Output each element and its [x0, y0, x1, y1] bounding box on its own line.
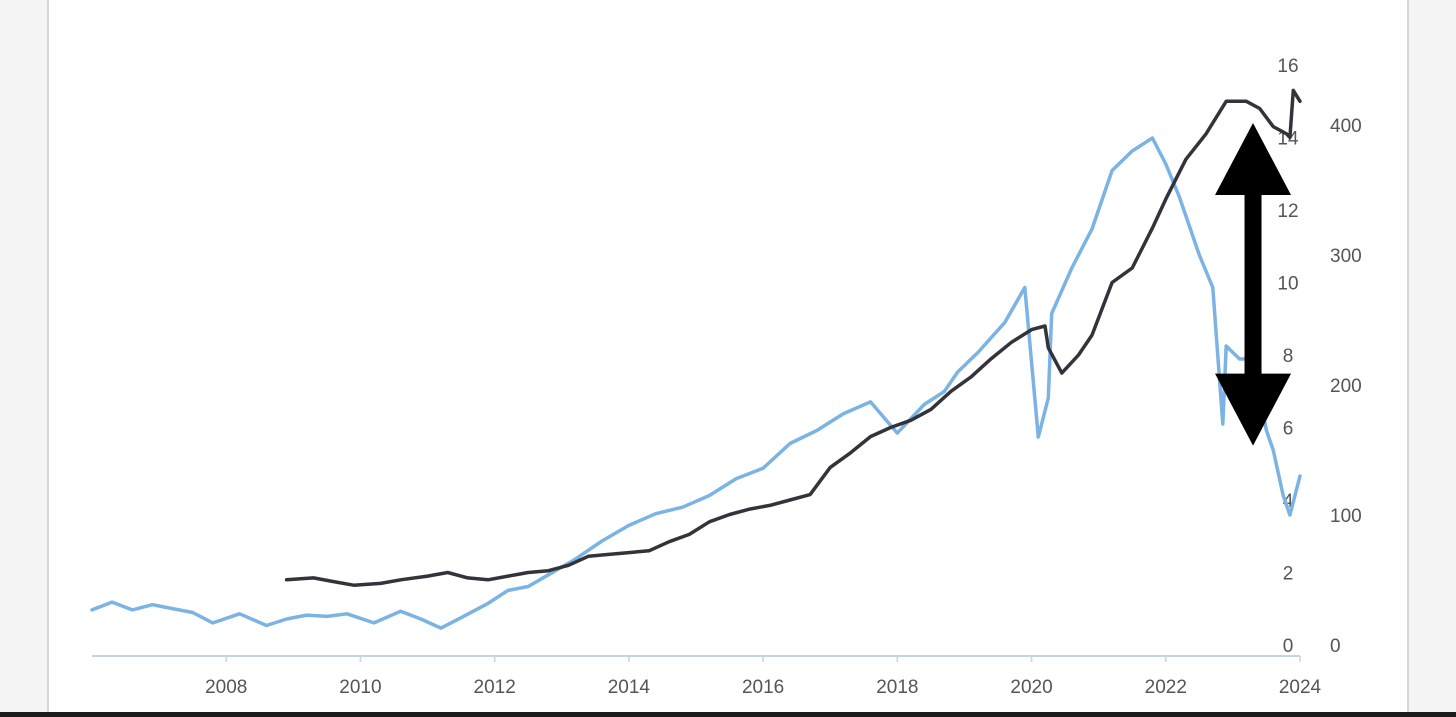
y-left-tick-label: 0 — [1283, 636, 1294, 657]
y-left-tick-label: 4 — [1283, 491, 1294, 512]
x-tick-label: 2018 — [876, 677, 918, 698]
y-left-tick-label: 8 — [1283, 346, 1294, 367]
y-right-tick-label: 200 — [1330, 376, 1362, 397]
x-tick-label: 2010 — [339, 677, 381, 698]
y-right-tick-label: 300 — [1330, 246, 1362, 267]
x-tick-label: 2020 — [1010, 677, 1052, 698]
x-tick-label: 2016 — [742, 677, 784, 698]
x-axis-ticks: 2008 2010 2012 2014 2016 2018 2020 2022 2024 — [205, 656, 1322, 698]
x-tick-label: 2014 — [608, 677, 651, 698]
y-left-tick-label: 12 — [1277, 201, 1298, 222]
double-arrow-annotation — [1215, 123, 1292, 446]
x-tick-label: 2012 — [474, 677, 516, 698]
y-right-tick-label: 400 — [1330, 116, 1362, 137]
x-tick-label: 2024 — [1279, 677, 1322, 698]
series-line-right-axis — [90, 136, 1302, 630]
series-layer — [90, 88, 1302, 630]
series-line-left-axis — [284, 88, 1302, 587]
y-left-tick-label: 10 — [1277, 274, 1298, 295]
annotation-layer — [1215, 123, 1292, 446]
chart-panel — [48, 0, 1408, 712]
x-tick-label: 2008 — [205, 677, 247, 698]
y-right-tick-label: 0 — [1330, 636, 1341, 657]
x-tick-label: 2022 — [1145, 677, 1187, 698]
y-right-tick-label: 100 — [1330, 506, 1362, 527]
bottom-dark-band — [0, 712, 1456, 717]
y-left-tick-label: 2 — [1283, 564, 1294, 585]
y-left-tick-label: 16 — [1277, 56, 1298, 77]
y-left-tick-label: 6 — [1283, 419, 1294, 440]
y-right-axis-ticks: 0 100 200 300 400 — [1330, 116, 1362, 657]
